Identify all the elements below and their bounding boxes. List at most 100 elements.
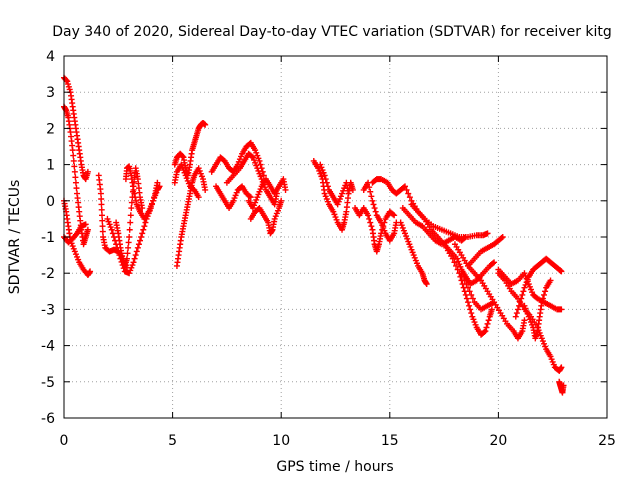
series-track bbox=[208, 139, 267, 179]
data-point-plus bbox=[64, 78, 71, 85]
data-point-plus bbox=[321, 190, 328, 197]
data-point-plus bbox=[257, 173, 264, 180]
data-point-plus bbox=[512, 313, 519, 320]
data-point-plus bbox=[467, 306, 474, 313]
x-tick-label: 10 bbox=[272, 433, 290, 449]
data-point-plus bbox=[318, 173, 325, 180]
data-point-plus bbox=[115, 248, 122, 255]
data-point-plus bbox=[99, 223, 106, 230]
y-tick-label: -5 bbox=[41, 375, 55, 391]
data-point-plus bbox=[461, 277, 468, 284]
y-tick-label: 4 bbox=[46, 49, 55, 65]
data-point-plus bbox=[231, 195, 238, 202]
data-point-plus bbox=[72, 179, 79, 186]
data-point-plus bbox=[371, 205, 378, 212]
data-point-plus bbox=[71, 168, 78, 175]
data-point-plus bbox=[460, 273, 467, 280]
data-point-plus bbox=[484, 320, 491, 327]
y-tick-label: 2 bbox=[46, 121, 55, 137]
series-track bbox=[173, 165, 209, 269]
data-point-plus bbox=[331, 211, 338, 218]
data-point-plus bbox=[399, 224, 406, 231]
data-point-plus bbox=[330, 208, 337, 215]
data-point-plus bbox=[87, 268, 94, 275]
data-point-plus bbox=[547, 277, 554, 284]
data-point-plus bbox=[519, 291, 526, 298]
data-point-plus bbox=[246, 193, 253, 200]
data-point-plus bbox=[549, 358, 556, 365]
data-point-plus bbox=[105, 218, 112, 225]
y-tick-label: -1 bbox=[41, 230, 55, 246]
data-point-plus bbox=[128, 199, 135, 206]
data-point-plus bbox=[404, 235, 411, 242]
data-point-plus bbox=[468, 310, 475, 317]
data-point-plus bbox=[256, 170, 263, 177]
data-point-plus bbox=[316, 167, 323, 174]
data-point-plus bbox=[538, 335, 545, 342]
data-point-plus bbox=[132, 194, 139, 201]
data-point-plus bbox=[257, 186, 264, 193]
data-point-plus bbox=[366, 215, 373, 222]
data-point-plus bbox=[72, 251, 79, 258]
data-point-plus bbox=[148, 200, 155, 207]
data-point-plus bbox=[274, 207, 281, 214]
data-point-plus bbox=[537, 332, 544, 339]
data-point-plus bbox=[133, 248, 140, 255]
data-point-plus bbox=[323, 179, 330, 186]
series-track bbox=[122, 163, 163, 222]
data-point-plus bbox=[126, 234, 133, 240]
data-point-plus bbox=[322, 176, 329, 183]
data-point-plus bbox=[339, 190, 346, 197]
data-point-plus bbox=[367, 219, 374, 226]
data-point-plus bbox=[249, 205, 256, 212]
data-point-plus bbox=[407, 243, 414, 250]
series-track bbox=[495, 266, 565, 313]
data-point-plus bbox=[70, 245, 77, 252]
data-point-plus bbox=[82, 221, 89, 228]
data-point-plus bbox=[538, 299, 545, 306]
data-point-plus bbox=[521, 284, 528, 291]
data-point-plus bbox=[152, 192, 159, 199]
data-point-plus bbox=[98, 206, 105, 213]
data-point-plus bbox=[453, 262, 460, 269]
data-point-plus bbox=[254, 152, 261, 159]
data-point-plus bbox=[367, 188, 374, 195]
series-track bbox=[61, 74, 91, 183]
data-point-plus bbox=[255, 167, 262, 174]
data-point-plus bbox=[390, 211, 397, 218]
data-point-plus bbox=[257, 161, 264, 168]
data-point-plus bbox=[154, 179, 161, 186]
data-point-plus bbox=[179, 153, 186, 160]
data-point-plus bbox=[403, 186, 410, 193]
data-point-plus bbox=[178, 161, 185, 168]
series-track bbox=[458, 270, 498, 313]
data-point-plus bbox=[541, 340, 548, 347]
data-point-plus bbox=[522, 272, 529, 279]
series-track bbox=[61, 103, 91, 248]
data-point-plus bbox=[378, 219, 385, 226]
data-point-plus bbox=[397, 219, 404, 226]
data-point-plus bbox=[409, 249, 416, 256]
data-point-plus bbox=[106, 221, 113, 228]
data-point-plus bbox=[98, 195, 105, 202]
data-point-plus bbox=[127, 267, 134, 274]
data-point-plus bbox=[131, 190, 138, 197]
data-point-plus bbox=[406, 241, 413, 248]
data-point-plus bbox=[398, 222, 405, 229]
data-point-plus bbox=[468, 291, 475, 298]
x-tick-label: 25 bbox=[598, 433, 616, 449]
data-point-plus bbox=[278, 197, 285, 204]
data-point-plus bbox=[235, 158, 242, 165]
data-point-plus bbox=[335, 198, 342, 205]
data-point-plus bbox=[334, 201, 341, 208]
data-point-plus bbox=[449, 255, 456, 262]
data-point-plus bbox=[255, 191, 262, 198]
data-point-plus bbox=[184, 177, 191, 184]
data-point-plus bbox=[539, 295, 546, 302]
data-point-plus bbox=[104, 215, 111, 222]
data-point-plus bbox=[145, 208, 152, 215]
data-point-plus bbox=[466, 302, 473, 309]
data-point-plus bbox=[84, 226, 91, 233]
data-point-plus bbox=[548, 356, 555, 363]
data-point-plus bbox=[251, 157, 258, 164]
